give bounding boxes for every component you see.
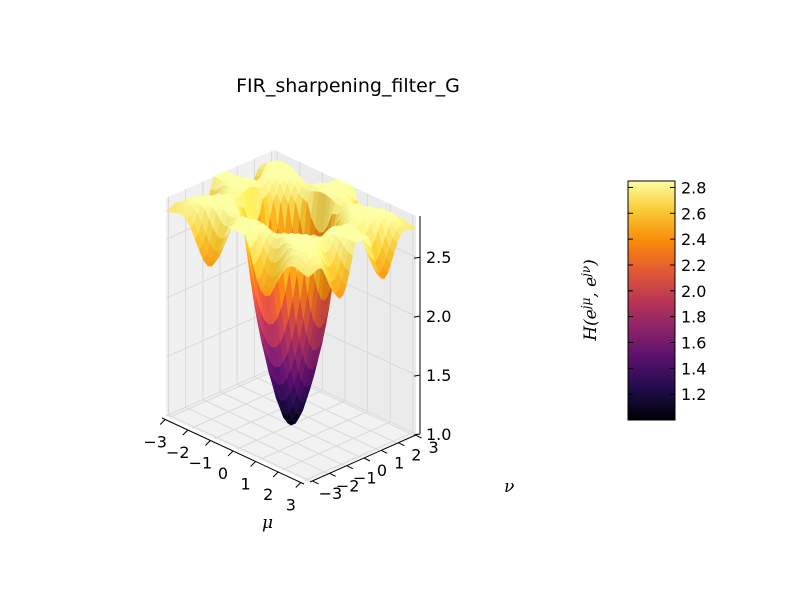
x-tick-label: −1 [189, 453, 213, 472]
x-tick-mark [182, 429, 189, 436]
colorbar-tick-label: 2.4 [681, 230, 706, 249]
grid-line-floor-mu [259, 411, 368, 460]
colorbar-gradient [627, 180, 676, 421]
grid-line-left-z [165, 308, 275, 358]
surface-patch [303, 271, 312, 278]
grid-line-floor-nu [236, 383, 380, 451]
y-tick-label: 1 [394, 453, 404, 472]
x-tick-label: −3 [143, 432, 167, 451]
chart-title: FIR_sharpening_filter_G [236, 75, 460, 97]
y-tick-mark [346, 465, 354, 470]
x-tick-mark [250, 461, 256, 467]
colorbar-tick-label: 2.2 [681, 256, 706, 275]
colorbar-tick-label: 2.8 [681, 178, 706, 197]
y-tick-mark [312, 480, 319, 485]
x-tick-mark [159, 419, 166, 425]
grid-line-left-z [165, 367, 275, 417]
x-axis-label: μ [262, 513, 273, 533]
z-tick-label: 2.0 [426, 307, 451, 326]
x-tick-label: 0 [218, 464, 228, 483]
grid-line-floor-mu [304, 432, 414, 481]
x-tick-mark [295, 482, 302, 488]
y-axis-label: ν [504, 477, 514, 497]
z-axis-label: H(ejμ, ejν) [579, 259, 601, 342]
x-tick-mark [272, 471, 279, 478]
y-tick-label: 3 [428, 438, 438, 457]
x-tick-label: 3 [286, 496, 296, 515]
y-tick-mark [363, 457, 371, 462]
y-tick-label: −1 [353, 469, 377, 488]
z-tick-mark [413, 315, 421, 318]
colorbar-tick-label: 2.6 [681, 204, 706, 223]
z-tick-label: 2.5 [426, 248, 451, 267]
y-tick-label: 0 [377, 461, 387, 480]
y-tick-mark [398, 442, 405, 447]
x-tick-mark [227, 450, 234, 457]
surface-plot [165, 159, 417, 426]
colorbar-tick-label: 1.2 [681, 385, 706, 404]
colorbar: 1.2 1.4 1.6 1.8 2.0 2.2 2.4 2.6 2.8 [627, 178, 706, 421]
z-tick-mark [413, 433, 421, 436]
colorbar-tick-label: 1.6 [681, 333, 706, 352]
x-tick-label: −2 [166, 443, 190, 462]
z-tick-label: 1.5 [426, 366, 451, 385]
x-tick-label: 2 [263, 485, 273, 504]
y-tick-label: −3 [319, 484, 343, 503]
z-tick-mark [413, 374, 421, 377]
y-tick-label: 2 [411, 446, 421, 465]
grid-line-floor-mu [281, 421, 391, 471]
x-tick-mark [205, 440, 211, 446]
y-tick-mark [380, 449, 388, 454]
colorbar-tick-label: 1.4 [681, 359, 706, 378]
x-tick-label: 1 [241, 475, 251, 494]
y-tick-mark [415, 434, 422, 439]
z-tick-mark [413, 256, 421, 259]
y-tick-label: −2 [336, 476, 360, 495]
colorbar-tick-label: 2.0 [681, 282, 706, 301]
y-tick-mark [329, 472, 336, 477]
colorbar-tick-label: 1.8 [681, 308, 706, 327]
z-tick-label: 1.0 [426, 425, 451, 444]
